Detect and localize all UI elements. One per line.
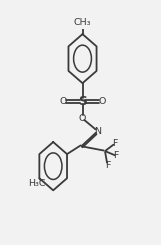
Text: F: F	[114, 151, 119, 160]
Text: O: O	[98, 97, 106, 106]
Text: S: S	[78, 95, 87, 108]
Text: CH₃: CH₃	[74, 18, 91, 27]
Text: F: F	[112, 139, 118, 148]
Text: N: N	[94, 127, 101, 136]
Text: O: O	[59, 97, 67, 106]
Text: H₃C: H₃C	[28, 179, 46, 188]
Text: F: F	[105, 161, 110, 170]
Text: O: O	[79, 114, 86, 122]
